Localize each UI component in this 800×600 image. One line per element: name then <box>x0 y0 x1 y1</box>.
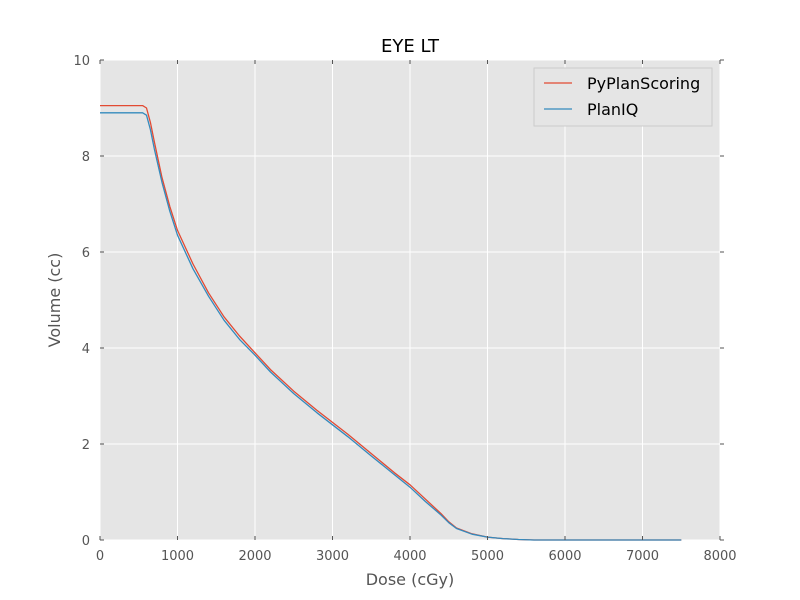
x-tick-label: 8000 <box>703 549 736 564</box>
series-line-planiq <box>100 112 682 541</box>
y-axis-label: Volume (cc) <box>45 253 64 348</box>
legend: PyPlanScoring PlanIQ <box>533 67 713 127</box>
x-tick-label: 5000 <box>471 549 504 564</box>
series-lines <box>100 104 682 541</box>
x-tick-label: 1000 <box>161 549 194 564</box>
y-tick-label: 2 <box>82 438 90 453</box>
y-tick-label: 0 <box>82 534 90 549</box>
x-tick-label: 4000 <box>393 549 426 564</box>
x-tick-label: 2000 <box>238 549 271 564</box>
x-axis-label: Dose (cGy) <box>366 570 455 589</box>
chart-title: EYE LT <box>381 36 440 57</box>
y-tick-label: 6 <box>82 246 90 261</box>
x-tick-label: 0 <box>96 549 104 564</box>
legend-box <box>533 67 713 127</box>
y-tick-label: 10 <box>73 54 90 69</box>
x-tick-label: 7000 <box>626 549 659 564</box>
x-tick-label: 3000 <box>316 549 349 564</box>
x-tick-label: 6000 <box>548 549 581 564</box>
y-tick-label: 4 <box>82 342 90 357</box>
y-tick-label: 8 <box>82 150 90 165</box>
legend-label-planiq: PlanIQ <box>587 100 638 119</box>
legend-label-pyplanscoring: PyPlanScoring <box>587 74 700 93</box>
axis-ticks: 0 1000 2000 3000 4000 5000 6000 7000 8000 0 2 4 6 8 10 <box>73 54 736 564</box>
